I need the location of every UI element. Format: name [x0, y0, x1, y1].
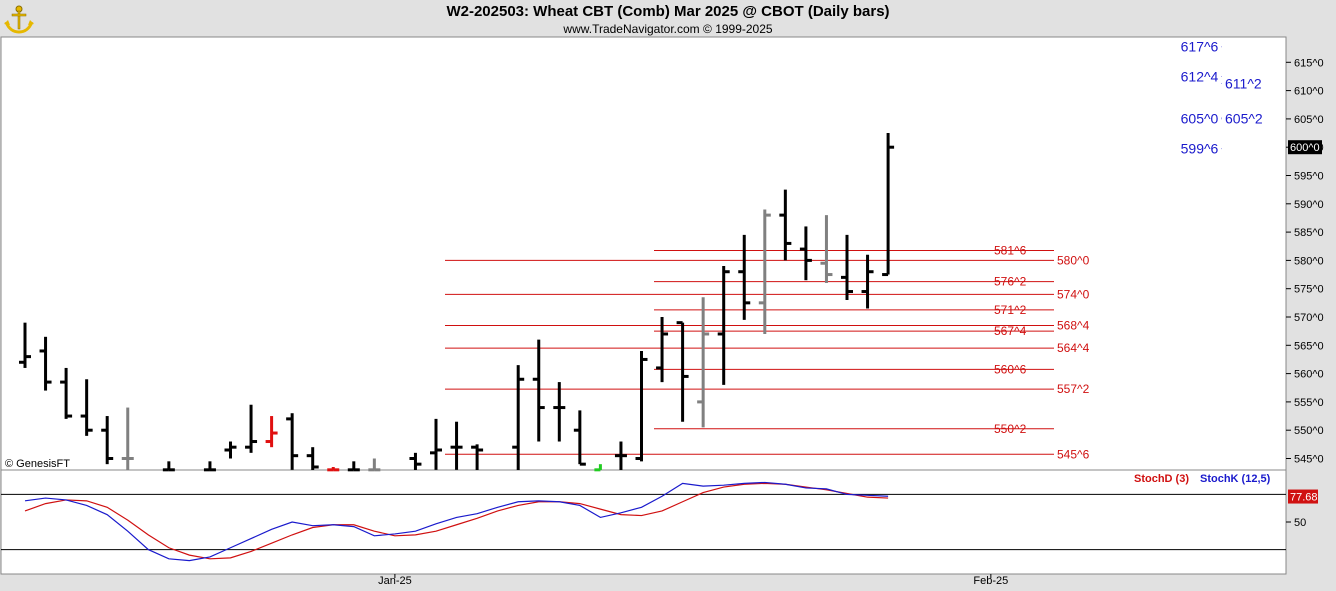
red-level-label: 550^2: [994, 422, 1027, 436]
blue-level-label: 617^6: [1181, 39, 1219, 55]
red-level-label: 545^6: [1057, 447, 1090, 461]
price-tick-label: 560^0: [1294, 369, 1324, 381]
red-level-label: 560^6: [994, 362, 1027, 376]
red-level-label: 576^2: [994, 275, 1027, 289]
red-level-label: 568^4: [1057, 318, 1090, 332]
red-level-label: 567^4: [994, 324, 1027, 338]
time-tick-label: Jan-25: [378, 575, 412, 587]
price-tick-label: 605^0: [1294, 114, 1324, 126]
blue-level-label: 599^6: [1181, 141, 1219, 157]
price-tick-label: 555^0: [1294, 397, 1324, 409]
red-level-label: 580^0: [1057, 253, 1090, 267]
price-axis: 615^0 610^0 605^0 600^0 595^0 590^0 585^0 580^0…: [1286, 57, 1324, 466]
price-tick-label: 595^0: [1294, 171, 1324, 183]
price-tick-label: 580^0: [1294, 255, 1324, 267]
blue-level-label: 605^0: [1181, 110, 1219, 126]
watermark: © GenesisFT: [5, 458, 70, 470]
stoch-d-line: [24, 482, 889, 560]
price-tick-label: 550^0: [1294, 425, 1324, 437]
red-level-label: 557^2: [1057, 382, 1090, 396]
price-tick-label: 545^0: [1294, 454, 1324, 466]
chart-title: W2-202503: Wheat CBT (Comb) Mar 2025 @ C…: [446, 3, 890, 20]
red-level-label: 574^0: [1057, 287, 1090, 301]
time-tick-label: Feb-25: [973, 575, 1008, 587]
price-tick-label: 590^0: [1294, 199, 1324, 211]
stoch-value-box: [1288, 489, 1318, 504]
levels-layer: 617^6 612^4 611^2 605^0 605^2 599^6 581^6 580^0…: [445, 39, 1263, 461]
price-tick-label: 570^0: [1294, 312, 1324, 324]
chart-header: W2-202503: Wheat CBT (Comb) Mar 2025 @ C…: [0, 0, 1336, 37]
stoch-k-line: [24, 481, 889, 562]
price-tick-label: 615^0: [1294, 57, 1324, 69]
stoch-d-legend: StochD (3): [1134, 473, 1189, 485]
blue-level-label: 612^4: [1181, 68, 1219, 84]
red-level-label: 581^6: [994, 243, 1027, 257]
stochastic-panel: [0, 469, 1287, 575]
red-level-label: 571^2: [994, 303, 1027, 317]
price-tick-label: 610^0: [1294, 86, 1324, 98]
price-tick-label: 565^0: [1294, 340, 1324, 352]
blue-level-right-label: 611^2: [1225, 76, 1262, 92]
last-price-box: [1288, 140, 1322, 155]
chart-subtitle: www.TradeNavigator.com © 1999-2025: [563, 22, 773, 36]
red-level-label: 564^4: [1057, 341, 1090, 355]
bars-layer: [19, 133, 895, 472]
price-tick-label: 585^0: [1294, 227, 1324, 239]
price-tick-label: 575^0: [1294, 284, 1324, 296]
price-panel: [0, 36, 1287, 471]
stochastic-layer: 50 77.68: [1, 481, 1318, 562]
last-price-label: 600^0: [1290, 142, 1320, 154]
stoch-k-legend: StochK (12,5): [1200, 473, 1271, 485]
blue-level-right-label: 605^2: [1225, 110, 1263, 126]
stoch-value-label: 77.68: [1290, 492, 1318, 504]
stoch-tick-label: 50: [1294, 517, 1306, 529]
anchor-logo-icon: [2, 2, 36, 36]
